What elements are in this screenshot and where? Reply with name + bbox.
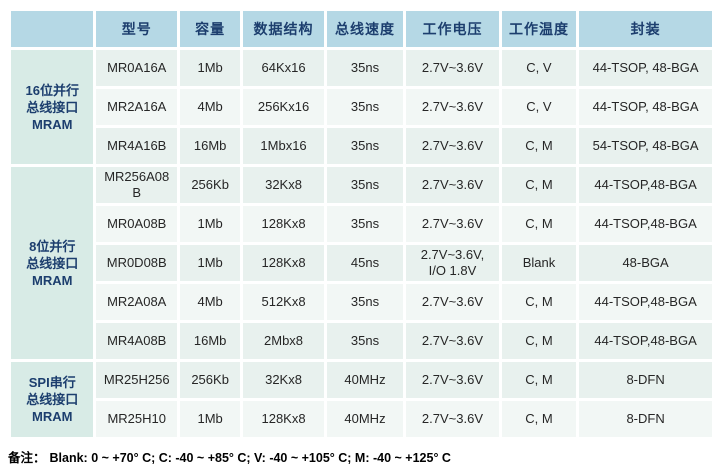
table-row: MR0D08B 1Mb 128Kx8 45ns 2.7V~3.6V, I/O 1.8V B… — [11, 245, 712, 281]
cell-temperature: Blank — [501, 245, 577, 281]
cell-temperature: C, V — [501, 50, 577, 86]
cell-model: MR25H10 — [96, 401, 177, 437]
cell-capacity: 256Kb — [179, 362, 241, 398]
cell-temperature: C, M — [501, 128, 577, 164]
cell-package: 44-TSOP,48-BGA — [579, 284, 712, 320]
column-header-package: 封装 — [579, 11, 712, 47]
cell-capacity: 1Mb — [179, 245, 241, 281]
footnote-prefix: 备注： — [8, 451, 46, 465]
cell-bus_speed: 40MHz — [326, 401, 404, 437]
cell-capacity: 1Mb — [179, 50, 241, 86]
cell-capacity: 16Mb — [179, 323, 241, 359]
cell-temperature: C, M — [501, 167, 577, 203]
table-body: 16位并行 总线接口 MRAM MR0A16A 1Mb 64Kx16 35ns 2.7V~… — [11, 50, 712, 437]
page-root: { "colors": { "header_bg": "#b5d8e5", "h… — [8, 8, 715, 465]
column-header-voltage: 工作电压 — [406, 11, 499, 47]
cell-bus_speed: 35ns — [326, 89, 404, 125]
cell-temperature: C, V — [501, 89, 577, 125]
cell-data_structure: 1Mbx16 — [243, 128, 324, 164]
cell-data_structure: 256Kx16 — [243, 89, 324, 125]
cell-model: MR0D08B — [96, 245, 177, 281]
column-header-group — [11, 11, 94, 47]
cell-bus_speed: 35ns — [326, 167, 404, 203]
cell-temperature: C, M — [501, 284, 577, 320]
cell-package: 44-TSOP,48-BGA — [579, 206, 712, 242]
cell-temperature: C, M — [501, 206, 577, 242]
table-row: MR2A16A 4Mb 256Kx16 35ns 2.7V~3.6V C, V 44-TSO… — [11, 89, 712, 125]
cell-package: 54-TSOP, 48-BGA — [579, 128, 712, 164]
cell-voltage: 2.7V~3.6V — [406, 89, 499, 125]
cell-capacity: 16Mb — [179, 128, 241, 164]
cell-package: 44-TSOP,48-BGA — [579, 167, 712, 203]
cell-bus_speed: 35ns — [326, 323, 404, 359]
cell-bus_speed: 35ns — [326, 50, 404, 86]
cell-package: 44-TSOP,48-BGA — [579, 323, 712, 359]
cell-data_structure: 512Kx8 — [243, 284, 324, 320]
cell-data_structure: 64Kx16 — [243, 50, 324, 86]
cell-capacity: 256Kb — [179, 167, 241, 203]
cell-bus_speed: 35ns — [326, 128, 404, 164]
cell-bus_speed: 40MHz — [326, 362, 404, 398]
cell-capacity: 4Mb — [179, 89, 241, 125]
cell-voltage: 2.7V~3.6V — [406, 401, 499, 437]
cell-capacity: 1Mb — [179, 401, 241, 437]
cell-temperature: C, M — [501, 401, 577, 437]
cell-bus_speed: 45ns — [326, 245, 404, 281]
cell-bus_speed: 35ns — [326, 284, 404, 320]
cell-voltage: 2.7V~3.6V — [406, 323, 499, 359]
group-label: SPI串行 总线接口 MRAM — [11, 362, 94, 437]
cell-voltage: 2.7V~3.6V — [406, 284, 499, 320]
group-label: 16位并行 总线接口 MRAM — [11, 50, 94, 164]
table-row: SPI串行 总线接口 MRAM MR25H256 256Kb 32Kx8 40MHz 2.… — [11, 362, 712, 437]
cell-data_structure: 32Kx8 — [243, 362, 324, 398]
table-row: MR4A08B 16Mb 2Mbx8 35ns 2.7V~3.6V C, M 44-TSOP… — [11, 323, 712, 359]
column-header-data_structure: 数据结构 — [243, 11, 324, 47]
footnote-text: Blank: 0 ~ +70° C; C: -40 ~ +85° C; V: -… — [49, 451, 451, 465]
cell-voltage: 2.7V~3.6V — [406, 206, 499, 242]
cell-data_structure: 128Kx8 — [243, 401, 324, 437]
column-header-bus_speed: 总线速度 — [326, 11, 404, 47]
cell-temperature: C, M — [501, 362, 577, 398]
cell-data_structure: 2Mbx8 — [243, 323, 324, 359]
cell-temperature: C, M — [501, 323, 577, 359]
cell-model: MR256A08B — [96, 167, 177, 203]
header-row: 型号 容量 数据结构 总线速度 工作电压 工作温度 封装 — [11, 11, 712, 47]
cell-data_structure: 128Kx8 — [243, 206, 324, 242]
cell-model: MR0A08B — [96, 206, 177, 242]
cell-package: 8-DFN — [579, 401, 712, 437]
product-table: 型号 容量 数据结构 总线速度 工作电压 工作温度 封装 16位并行 总线接口 MRAM MR… — [8, 8, 715, 440]
cell-bus_speed: 35ns — [326, 206, 404, 242]
cell-model: MR2A08A — [96, 284, 177, 320]
cell-package: 8-DFN — [579, 362, 712, 398]
cell-voltage: 2.7V~3.6V — [406, 362, 499, 398]
table-row: 16位并行 总线接口 MRAM MR0A16A 1Mb 64Kx16 35ns 2.7V~… — [11, 50, 712, 164]
table-row: MR25H10 1Mb 128Kx8 40MHz 2.7V~3.6V C, M 8-DFN — [11, 401, 712, 437]
column-header-model: 型号 — [96, 11, 177, 47]
cell-voltage: 2.7V~3.6V — [406, 50, 499, 86]
cell-package: 44-TSOP, 48-BGA — [579, 50, 712, 86]
table-row: 8位并行 总线接口 MRAM MR256A08B 256Kb 32Kx8 35ns 2.7… — [11, 167, 712, 359]
table-row: MR0A08B 1Mb 128Kx8 35ns 2.7V~3.6V C, M 44-TSOP… — [11, 206, 712, 242]
cell-voltage: 2.7V~3.6V — [406, 167, 499, 203]
cell-package: 44-TSOP, 48-BGA — [579, 89, 712, 125]
cell-model: MR0A16A — [96, 50, 177, 86]
table-row: MR2A08A 4Mb 512Kx8 35ns 2.7V~3.6V C, M 44-TSOP… — [11, 284, 712, 320]
cell-model: MR4A16B — [96, 128, 177, 164]
cell-capacity: 1Mb — [179, 206, 241, 242]
cell-data_structure: 32Kx8 — [243, 167, 324, 203]
cell-package: 48-BGA — [579, 245, 712, 281]
cell-model: MR4A08B — [96, 323, 177, 359]
cell-voltage: 2.7V~3.6V, I/O 1.8V — [406, 245, 499, 281]
cell-capacity: 4Mb — [179, 284, 241, 320]
table-header: 型号 容量 数据结构 总线速度 工作电压 工作温度 封装 — [11, 11, 712, 47]
cell-data_structure: 128Kx8 — [243, 245, 324, 281]
footnote: 备注： Blank: 0 ~ +70° C; C: -40 ~ +85° C; V… — [8, 447, 715, 466]
column-header-temperature: 工作温度 — [501, 11, 577, 47]
table-row: MR4A16B 16Mb 1Mbx16 35ns 2.7V~3.6V C, M 54-TSO… — [11, 128, 712, 164]
column-header-capacity: 容量 — [179, 11, 241, 47]
group-label: 8位并行 总线接口 MRAM — [11, 167, 94, 359]
cell-voltage: 2.7V~3.6V — [406, 128, 499, 164]
cell-model: MR2A16A — [96, 89, 177, 125]
cell-model: MR25H256 — [96, 362, 177, 398]
